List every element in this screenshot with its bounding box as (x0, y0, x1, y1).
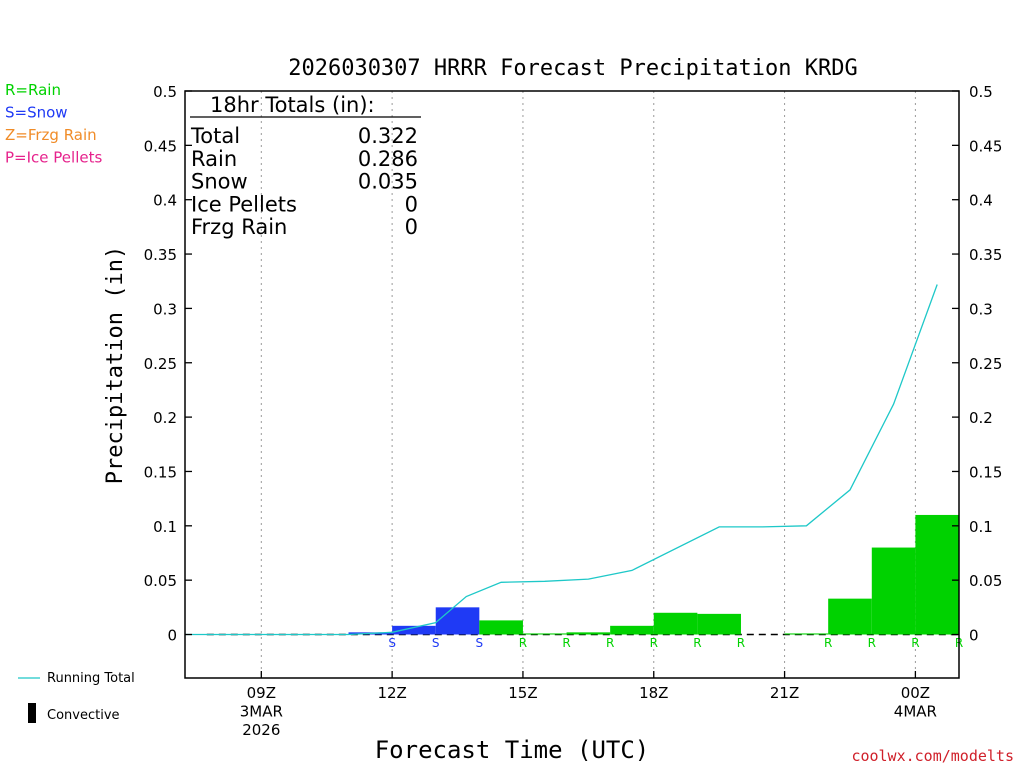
totals-value: 0.322 (358, 124, 418, 148)
x-tick-label: 09Z (247, 684, 276, 702)
y-tick-label-left: 0 (167, 627, 177, 645)
x-tick-label: 21Z (770, 684, 799, 702)
precip-bar (828, 598, 872, 635)
y-tick-label-right: 0.25 (969, 355, 1002, 373)
y-tick-label-left: 0.3 (153, 300, 177, 318)
y-tick-label-left: 0.5 (153, 83, 177, 101)
type-legend-item: R=Rain (5, 81, 61, 99)
source-credit: coolwx.com/modelts (851, 747, 1014, 765)
precip-type-label: R (650, 636, 658, 650)
type-legend-item: P=Ice Pellets (5, 149, 102, 167)
precip-bar (653, 612, 698, 635)
grid-lines (206, 91, 959, 678)
totals-label: Snow (191, 170, 248, 194)
x-tick-label: 2026 (242, 721, 280, 739)
chart-title: 2026030307 HRRR Forecast Precipitation K… (288, 56, 858, 81)
x-tick-label: 15Z (508, 684, 537, 702)
precip-bar (435, 607, 480, 635)
precip-type-label: R (868, 636, 876, 650)
y-tick-label-right: 0.35 (969, 246, 1002, 264)
y-tick-label-left: 0.4 (153, 192, 177, 210)
totals-value: 0.035 (358, 170, 418, 194)
y-tick-label-left: 0.15 (144, 463, 177, 481)
precip-type-label: S (432, 636, 440, 650)
totals-label: Frzg Rain (191, 215, 287, 239)
y-tick-label-right: 0.15 (969, 463, 1002, 481)
x-tick-label: 18Z (639, 684, 668, 702)
x-tick-label: 12Z (377, 684, 406, 702)
x-tick-label: 3MAR (240, 703, 283, 721)
plot-frame (184, 90, 960, 679)
type-legend: R=Rain S=Snow Z=Frzg Rain P=Ice Pellets (5, 81, 102, 167)
precip-type-label: R (693, 636, 701, 650)
precip-type-label: S (388, 636, 396, 650)
y-tick-label-left: 0.25 (144, 355, 177, 373)
precip-type-label: S (476, 636, 484, 650)
precip-bar (610, 625, 654, 635)
y-tick-label-left: 0.1 (153, 518, 177, 536)
totals-label: Rain (191, 147, 237, 171)
precip-type-label: R (737, 636, 745, 650)
bottom-legend: Running Total Convective (18, 671, 135, 723)
totals-value: 0.286 (358, 147, 418, 171)
precip-bar (479, 620, 523, 635)
type-legend-item: S=Snow (5, 104, 68, 122)
y-tick-label-right: 0.05 (969, 572, 1002, 590)
x-tick-label: 4MAR (894, 703, 937, 721)
precip-bar (566, 632, 611, 635)
totals-box: 18hr Totals (in): Total 0.322 Rain 0.286 Sno… (190, 93, 421, 239)
precip-bar (697, 613, 741, 635)
convective-swatch (28, 703, 36, 723)
precip-type-label: R (606, 636, 614, 650)
convective-legend: Convective (47, 708, 120, 723)
y-tick-label-right: 0.5 (969, 83, 993, 101)
y-axis-right: 0 0.05 0.1 0.15 0.2 0.25 0.3 0.35 0.4 0.45 0.5 (952, 83, 1002, 645)
type-legend-item: Z=Frzg Rain (5, 126, 97, 144)
running-total-legend: Running Total (47, 671, 135, 686)
y-tick-label-right: 0.45 (969, 137, 1002, 155)
precip-bar (784, 633, 829, 635)
y-tick-label-right: 0.1 (969, 518, 993, 536)
totals-label: Ice Pellets (191, 192, 297, 216)
y-tick-label-left: 0.2 (153, 409, 177, 427)
y-tick-label-right: 0.2 (969, 409, 993, 427)
precip-bar (392, 625, 436, 635)
x-tick-label: 00Z (901, 684, 930, 702)
totals-header: 18hr Totals (in): (210, 93, 375, 117)
y-tick-label-left: 0.05 (144, 572, 177, 590)
precip-type-label: R (519, 636, 527, 650)
precip-type-label: R (562, 636, 570, 650)
precip-bar (522, 633, 567, 635)
precip-bars (348, 514, 959, 635)
precip-type-label: R (824, 636, 832, 650)
y-axis-label: Precipitation (in) (103, 246, 128, 484)
x-axis-label: Forecast Time (UTC) (375, 736, 650, 764)
y-tick-label-right: 0.3 (969, 300, 993, 318)
precip-type-label: R (911, 636, 919, 650)
y-tick-label-left: 0.45 (144, 137, 177, 155)
running-total-line (185, 284, 938, 636)
y-tick-label-right: 0 (969, 627, 979, 645)
totals-value: 0 (405, 215, 418, 239)
precip-bar (915, 514, 959, 635)
totals-label: Total (190, 124, 240, 148)
y-tick-label-left: 0.35 (144, 246, 177, 264)
y-tick-label-right: 0.4 (969, 192, 993, 210)
totals-value: 0 (405, 192, 418, 216)
y-axis-left: 0 0.05 0.1 0.15 0.2 0.25 0.3 0.35 0.4 0.45 0.5 (144, 83, 192, 645)
precip-bar (871, 547, 916, 635)
